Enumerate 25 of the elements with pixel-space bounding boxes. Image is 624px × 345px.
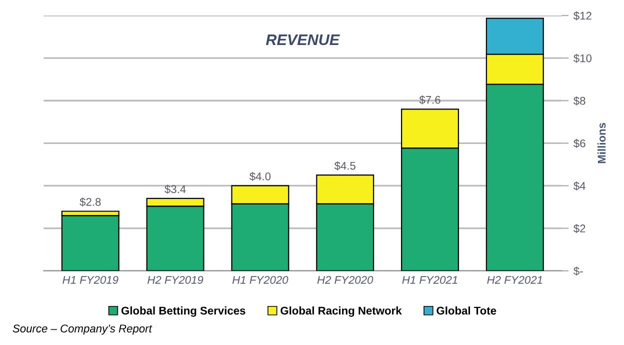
total-label: $7.6 — [419, 95, 440, 104]
y-tick-label: $- — [574, 266, 583, 276]
y-tick-label: $12 — [574, 11, 592, 20]
y-tick-label: $8 — [574, 96, 586, 106]
legend-label: Global Betting Services — [121, 306, 246, 317]
legend-label: Global Tote — [436, 306, 496, 315]
y-axis-title: Millions — [598, 122, 606, 164]
y-tick-label: $2 — [574, 224, 586, 234]
x-tick-label: H1 FY2021 — [402, 276, 458, 284]
y-tick-label: $6 — [574, 138, 586, 148]
x-tick-label: H2 FY2020 — [317, 276, 374, 284]
x-tick-label: H2 FY2019 — [148, 276, 204, 284]
total-label: $4.0 — [249, 172, 271, 181]
y-tick-label: $10 — [574, 54, 592, 63]
y-tick-label: $4 — [574, 182, 586, 191]
total-label: $4.5 — [334, 161, 356, 170]
x-tick-label: H1 FY2019 — [62, 276, 118, 284]
x-tick-label: H2 FY2021 — [487, 276, 542, 284]
bar — [61, 214, 120, 271]
source-note: Source – Company’s Report — [12, 324, 152, 335]
x-tick-label: H1 FY2020 — [232, 276, 288, 284]
total-label: $3.4 — [164, 184, 186, 194]
total-label: $2.8 — [80, 198, 101, 207]
legend-label: Global Racing Network — [280, 306, 402, 317]
text: REVENUE — [266, 34, 340, 46]
